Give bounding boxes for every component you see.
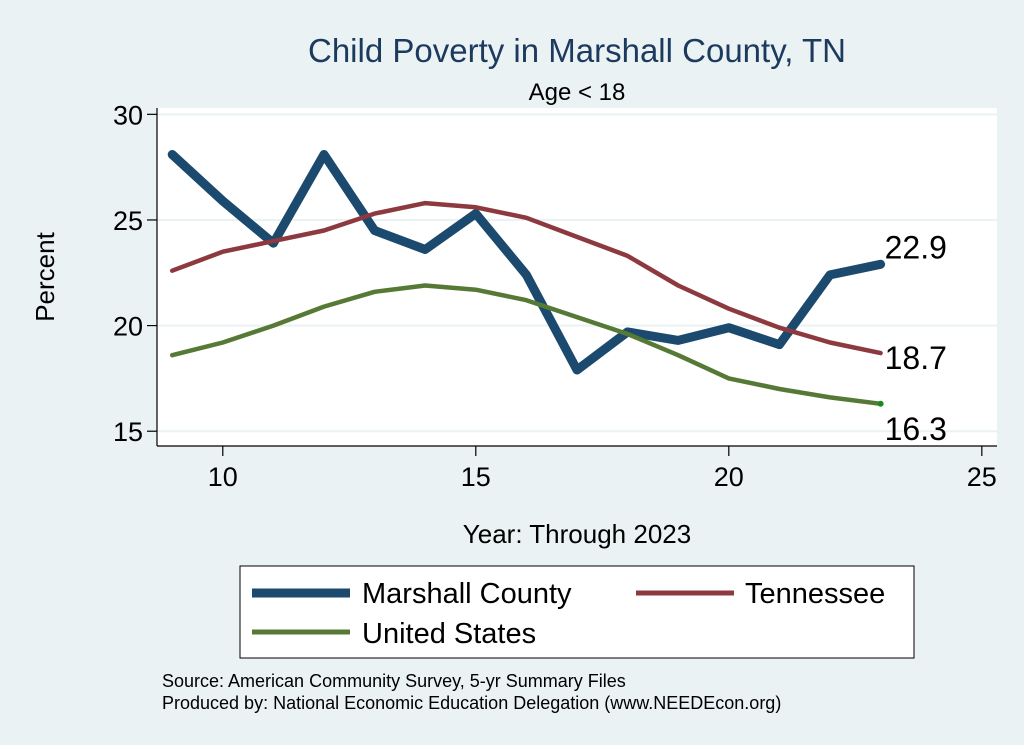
y-tick-label-20: 20 [113, 312, 143, 342]
end-label-united-states: 16.3 [885, 411, 947, 447]
series-lines [167, 150, 886, 407]
x-tick-label-20: 20 [714, 462, 744, 492]
series-end-point-united-states [877, 400, 884, 407]
legend-label-united-states: United States [362, 618, 536, 650]
x-tick-label-10: 10 [208, 462, 238, 492]
chart-title: Child Poverty in Marshall County, TN [308, 32, 846, 69]
legend-box [239, 565, 915, 659]
end-label-marshall-county: 22.9 [885, 229, 947, 265]
series-line-tennessee [169, 200, 883, 356]
legend-label-marshall-county: Marshall County [362, 578, 572, 610]
x-tick-label-25: 25 [967, 462, 997, 492]
chart-subtitle: Age < 18 [529, 79, 626, 106]
series-line-marshall-county [167, 150, 886, 375]
end-label-tennessee: 18.7 [885, 340, 947, 376]
x-tick-label-15: 15 [461, 462, 491, 492]
plot-area [157, 108, 997, 446]
gridlines [157, 113, 997, 433]
y-tick-label-15: 15 [113, 417, 143, 447]
y-tick-label-25: 25 [113, 206, 143, 236]
producer-note: Produced by: National Economic Education… [162, 693, 781, 713]
axes: 15 20 25 30 10 15 20 25 [113, 100, 997, 492]
source-note: Source: American Community Survey, 5-yr … [162, 671, 626, 691]
legend: Marshall County Tennessee United States [239, 565, 915, 659]
legend-label-tennessee: Tennessee [745, 578, 885, 610]
series-line-united-states [169, 283, 883, 407]
y-tick-label-30: 30 [113, 100, 143, 130]
end-labels: 22.9 18.7 16.3 [885, 229, 947, 446]
x-axis-label: Year: Through 2023 [463, 519, 691, 549]
y-axis-label: Percent [30, 231, 60, 321]
